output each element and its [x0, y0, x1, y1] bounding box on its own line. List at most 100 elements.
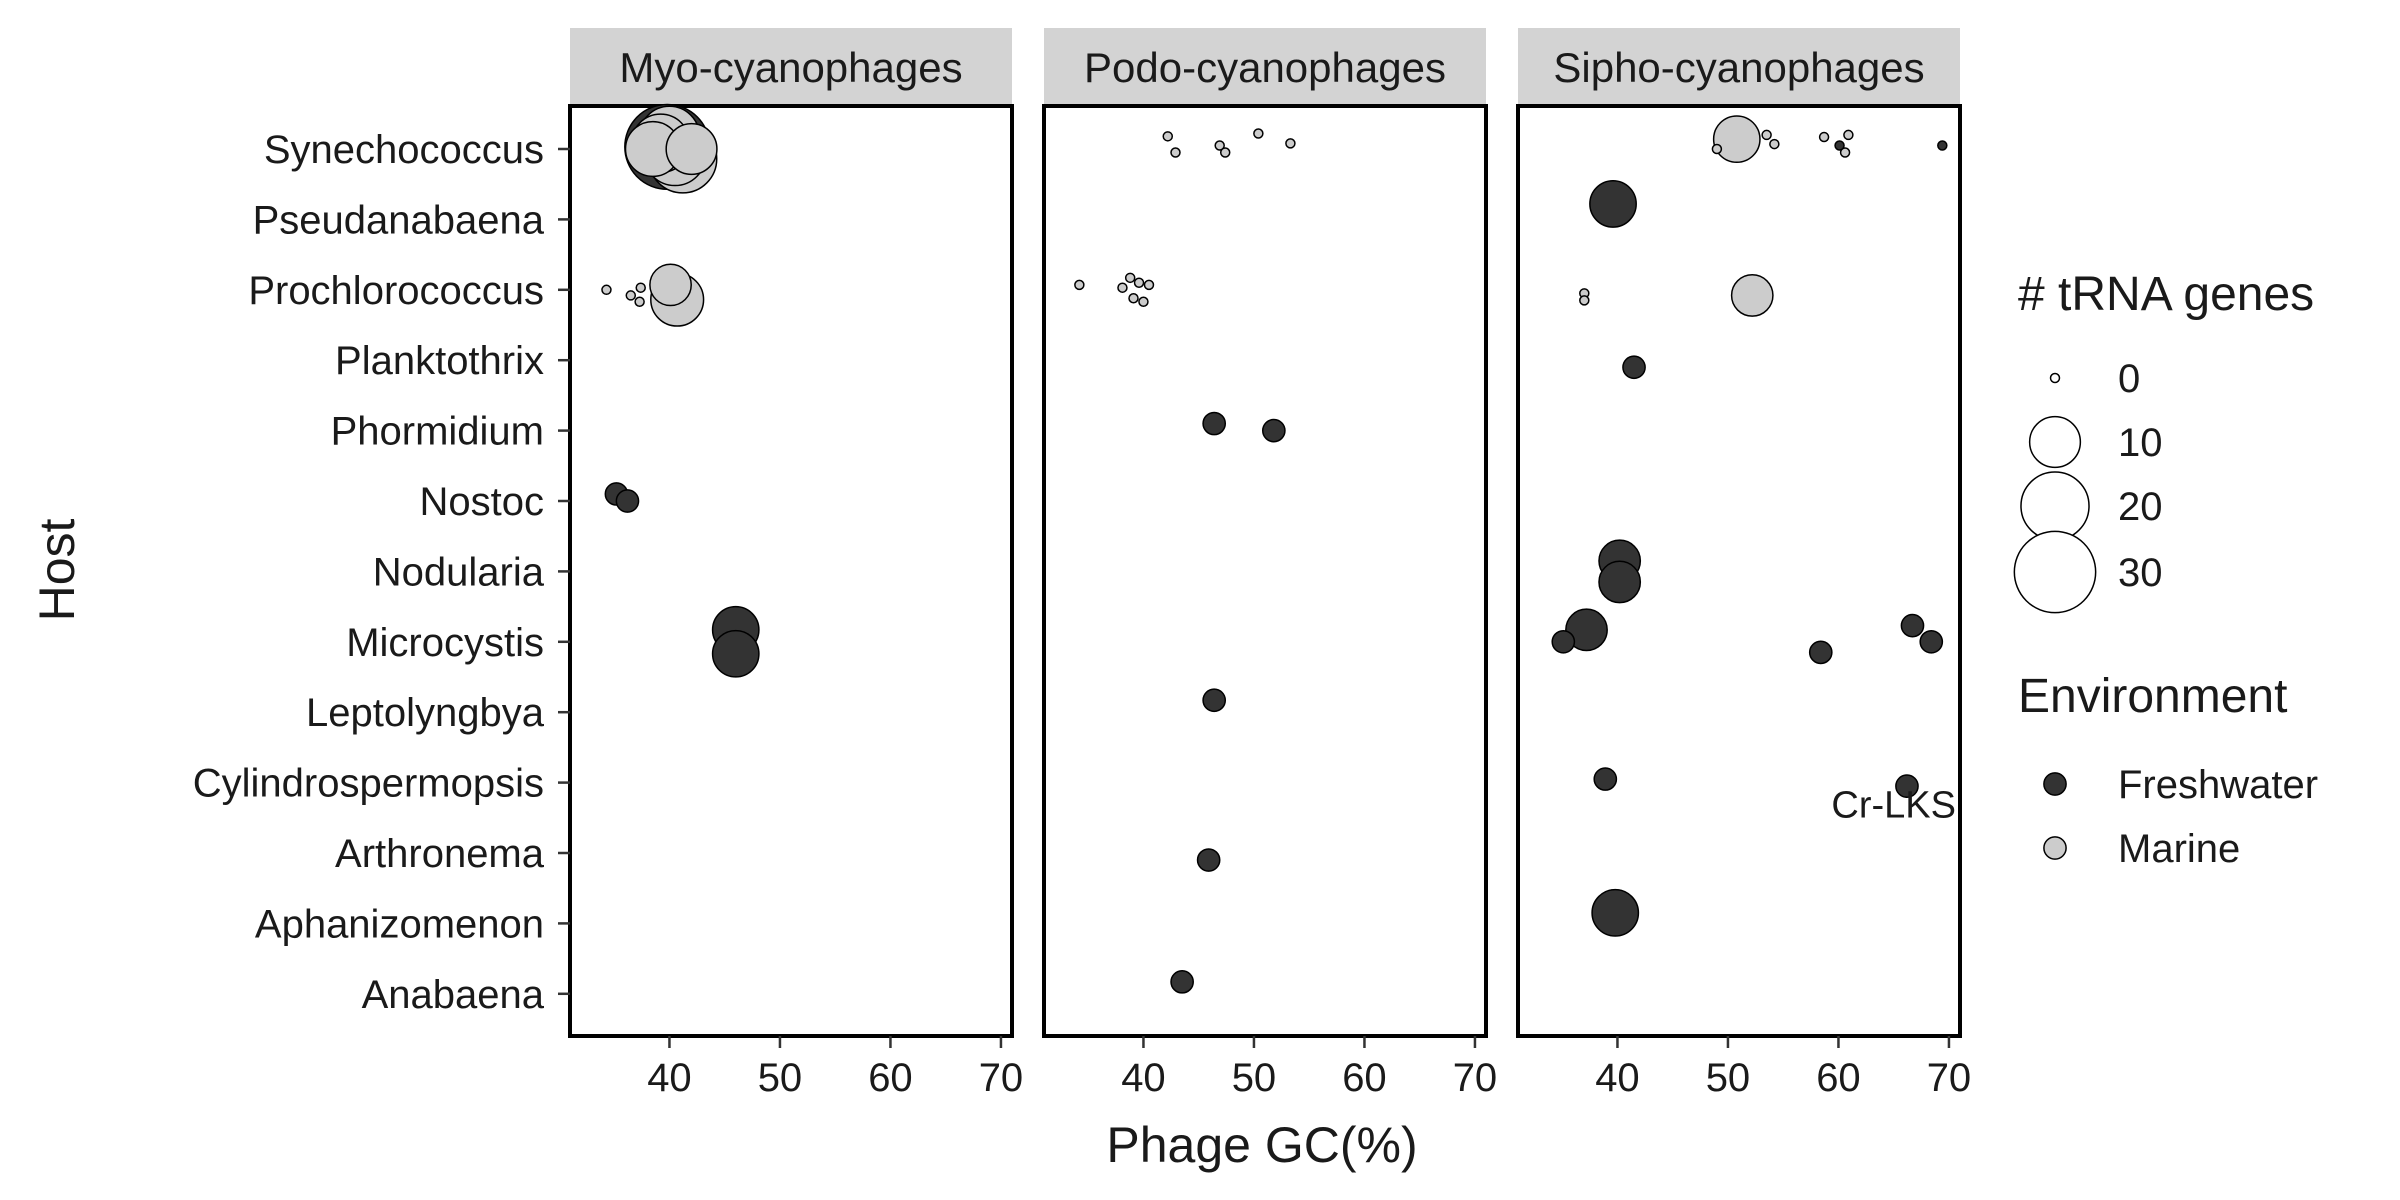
- legend: # tRNA genes 0 10 20 30 Environment Freshwa…: [2013, 268, 2318, 871]
- data-point-marine: [1839, 147, 1851, 158]
- panel-podo-cyanophages: Podo-cyanophages 40 50 60 70: [1042, 28, 1498, 1100]
- y-axis: Synechococcus Pseudanabaena Prochlorococcu…: [193, 128, 570, 1017]
- y-tick-label: Nostoc: [420, 480, 545, 524]
- y-tick-label: Microcystis: [346, 621, 544, 665]
- data-point-marine: [1711, 143, 1723, 155]
- data-point-marine: [1579, 295, 1590, 306]
- data-point-marine: [1843, 129, 1854, 141]
- data-point-marine: [1128, 292, 1139, 304]
- data-point-marine: [1117, 282, 1128, 293]
- panel-sipho-cyanophages: Sipho-cyanophages 40 50 60 70 Cr-LKS: [1516, 28, 1972, 1100]
- panel-border: [1042, 104, 1488, 1038]
- data-point-freshwater: [615, 489, 640, 513]
- x-tick-label: 70: [1927, 1056, 1972, 1100]
- y-tick-label: Anabaena: [362, 973, 545, 1017]
- facet-strip: [570, 28, 1012, 106]
- y-tick-label: Pseudanabaena: [253, 198, 545, 242]
- color-legend-key: [2043, 836, 2067, 860]
- data-point-freshwater: [1919, 629, 1944, 654]
- x-tick-label: 50: [1232, 1056, 1277, 1100]
- data-point-freshwater: [1591, 888, 1640, 937]
- data-point-marine: [1074, 279, 1085, 291]
- data-point-marine: [1162, 131, 1174, 142]
- data-point-freshwater: [1593, 767, 1618, 791]
- data-point-freshwater: [1202, 688, 1227, 713]
- panel-border: [568, 104, 1014, 1038]
- facet-strip-label: Podo-cyanophages: [1084, 44, 1446, 91]
- size-legend-key: [2028, 415, 2082, 469]
- x-tick-label: 40: [1595, 1056, 1640, 1100]
- x-tick-label: 40: [647, 1056, 692, 1100]
- data-point-marine: [1124, 272, 1136, 284]
- y-tick-label: Planktothrix: [335, 339, 544, 383]
- x-tick-label: 60: [1816, 1056, 1861, 1100]
- y-tick-label: Cylindrospermopsis: [193, 762, 544, 806]
- data-point-marine: [1818, 131, 1830, 143]
- data-point-freshwater: [1937, 140, 1948, 151]
- data-point-marine: [1761, 129, 1772, 141]
- panels: Myo-cyanophages 40 50 60 70 Podo-cyanophages 4…: [568, 28, 1972, 1100]
- y-tick-label: Synechococcus: [264, 128, 544, 172]
- data-point-freshwater: [1589, 179, 1637, 228]
- data-point-freshwater: [1808, 640, 1833, 665]
- data-point-marine: [649, 263, 692, 307]
- data-point-freshwater: [1598, 560, 1642, 604]
- y-tick-label: Leptolyngbya: [306, 691, 545, 735]
- size-legend: 0 10 20 30: [2013, 357, 2163, 614]
- y-tick-label: Prochlorococcus: [248, 269, 544, 313]
- data-point-freshwater: [1622, 355, 1646, 380]
- size-legend-label: 0: [2118, 357, 2140, 401]
- size-legend-label: 20: [2118, 485, 2163, 529]
- x-tick-label: 70: [979, 1056, 1024, 1100]
- facet-strip: [1044, 28, 1486, 106]
- color-legend-label: Marine: [2118, 827, 2240, 871]
- color-legend-label: Freshwater: [2118, 763, 2318, 807]
- facet-strip-label: Myo-cyanophages: [619, 44, 962, 91]
- data-point-freshwater: [1551, 629, 1576, 654]
- data-point-marine: [1712, 115, 1761, 164]
- data-point-freshwater: [1261, 418, 1286, 443]
- color-legend: Freshwater Marine: [2043, 763, 2318, 871]
- color-legend-title: Environment: [2018, 670, 2287, 723]
- data-point-freshwater: [1565, 608, 1608, 652]
- point-annotation: Cr-LKS: [1831, 785, 1956, 827]
- data-point-marine: [1769, 138, 1780, 150]
- size-legend-title: # tRNA genes: [2018, 268, 2314, 321]
- data-point-marine: [1730, 274, 1774, 317]
- data-point-freshwater: [1170, 969, 1194, 994]
- y-tick-label: Nodularia: [373, 550, 545, 594]
- data-point-marine: [634, 296, 645, 308]
- size-legend-label: 30: [2118, 551, 2163, 595]
- x-tick-label: 60: [868, 1056, 913, 1100]
- x-axis-title: Phage GC(%): [1106, 1117, 1417, 1173]
- y-axis-title: Host: [29, 518, 85, 621]
- facet-strip-label: Sipho-cyanophages: [1553, 44, 1924, 91]
- data-point-marine: [665, 122, 718, 176]
- data-point-marine: [1143, 279, 1155, 291]
- data-point-marine: [1214, 140, 1225, 151]
- x-tick-label: 50: [758, 1056, 803, 1100]
- panel-myo-cyanophages: Myo-cyanophages 40 50 60 70: [568, 28, 1024, 1100]
- x-tick-label: 60: [1342, 1056, 1387, 1100]
- data-point-marine: [635, 282, 646, 293]
- panel-border: [1516, 104, 1962, 1038]
- data-point-marine: [1285, 138, 1296, 149]
- size-legend-key: [2013, 530, 2097, 614]
- data-point-marine: [1133, 277, 1145, 289]
- data-point-marine: [1253, 128, 1264, 139]
- facet-strip: [1518, 28, 1960, 106]
- data-point-marine: [1170, 147, 1181, 158]
- data-point-freshwater: [711, 629, 760, 678]
- y-tick-label: Aphanizomenon: [255, 902, 544, 946]
- x-tick-label: 50: [1706, 1056, 1751, 1100]
- data-point-freshwater: [1196, 848, 1221, 872]
- x-tick-label: 70: [1453, 1056, 1498, 1100]
- data-point-freshwater: [1900, 613, 1925, 638]
- size-legend-key: [2020, 471, 2090, 541]
- x-tick-label: 40: [1121, 1056, 1166, 1100]
- data-point-freshwater: [1202, 411, 1227, 436]
- y-tick-label: Arthronema: [335, 832, 545, 876]
- data-point-freshwater: [1834, 140, 1845, 151]
- data-point-marine: [601, 284, 612, 296]
